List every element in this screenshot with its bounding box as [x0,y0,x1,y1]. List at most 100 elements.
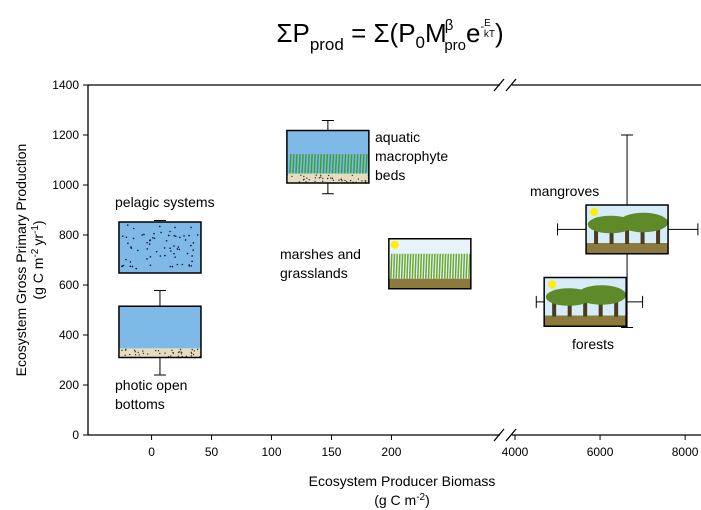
plankton [155,250,158,253]
grain [191,348,193,351]
plankton [174,235,177,238]
grain [306,177,308,179]
grass [449,253,452,279]
item: mangroves [530,134,699,328]
plankton [191,260,193,263]
weed [301,154,304,174]
item-label: forests [572,336,614,352]
grain [320,174,322,177]
plankton [153,237,156,240]
grain [128,353,131,356]
grass [406,253,409,279]
plankton [132,237,135,240]
sun [548,280,557,289]
grass [446,253,450,279]
plankton [192,242,195,244]
grain [364,180,366,182]
plankton [178,248,181,251]
canopy [576,285,627,305]
y-label-line: Ecosystem Gross Primary Production [13,144,29,377]
grass [451,253,455,279]
sun [390,240,399,249]
y-tick-label: 0 [72,428,79,442]
plankton [160,231,162,234]
plankton [131,265,134,268]
item-label: pelagic systems [115,194,215,210]
grain [138,354,141,356]
grain [185,355,188,358]
grain [344,179,346,182]
grain [318,177,321,179]
grain [303,178,305,181]
weed [365,154,368,174]
trunk [614,299,619,317]
plankton [168,234,170,237]
weed [298,154,301,174]
grain [142,350,144,352]
y-tick-label: 1000 [52,178,79,192]
weed [340,154,344,174]
plankton [146,258,148,260]
grass [392,253,396,279]
plankton [188,265,191,267]
grain [351,174,354,177]
plankton [184,239,187,241]
grain [171,349,173,352]
grain [345,180,348,183]
trunk [656,226,661,244]
grass [441,253,444,279]
grass [433,253,436,279]
grass [422,253,425,279]
plankton [121,265,123,267]
plankton [126,224,129,226]
grain [349,179,352,182]
grain [121,349,123,352]
plankton [176,248,179,250]
trunk [567,299,572,317]
plankton [121,235,124,237]
grain [170,355,172,357]
plankton [173,245,175,247]
box-art [388,238,471,289]
item-label: macrophyte [375,148,448,164]
plankton [186,252,189,255]
grain [314,177,317,179]
x-tick-label: 4000 [502,445,529,459]
grain [147,353,149,355]
weed [322,154,326,174]
grain [291,175,293,178]
grass [395,253,398,279]
weed [346,154,350,174]
plankton [196,234,199,236]
y-tick-label: 400 [59,328,79,342]
soil [544,315,627,327]
grain [134,350,136,353]
x-label-line: Ecosystem Producer Biomass [309,473,496,489]
weed [289,154,292,174]
grass [411,253,415,279]
plankton [149,256,152,258]
plankton [125,236,128,239]
plankton [192,249,194,251]
weed [304,154,307,174]
grain [159,352,161,355]
plankton [183,235,185,237]
grain [157,350,160,352]
plankton [169,247,171,250]
plankton [177,246,180,248]
weed [352,154,356,174]
grain [305,181,307,183]
box-art [118,222,201,273]
grain [357,178,360,180]
grass [438,253,441,279]
x-tick-label: 50 [205,445,219,459]
grain [192,353,195,356]
grain [142,352,145,355]
plankton [135,267,138,270]
plankton [163,247,166,249]
weed [313,154,316,174]
trunk [625,226,630,244]
grain [361,180,363,182]
trunk [640,226,645,244]
grain [326,177,329,180]
